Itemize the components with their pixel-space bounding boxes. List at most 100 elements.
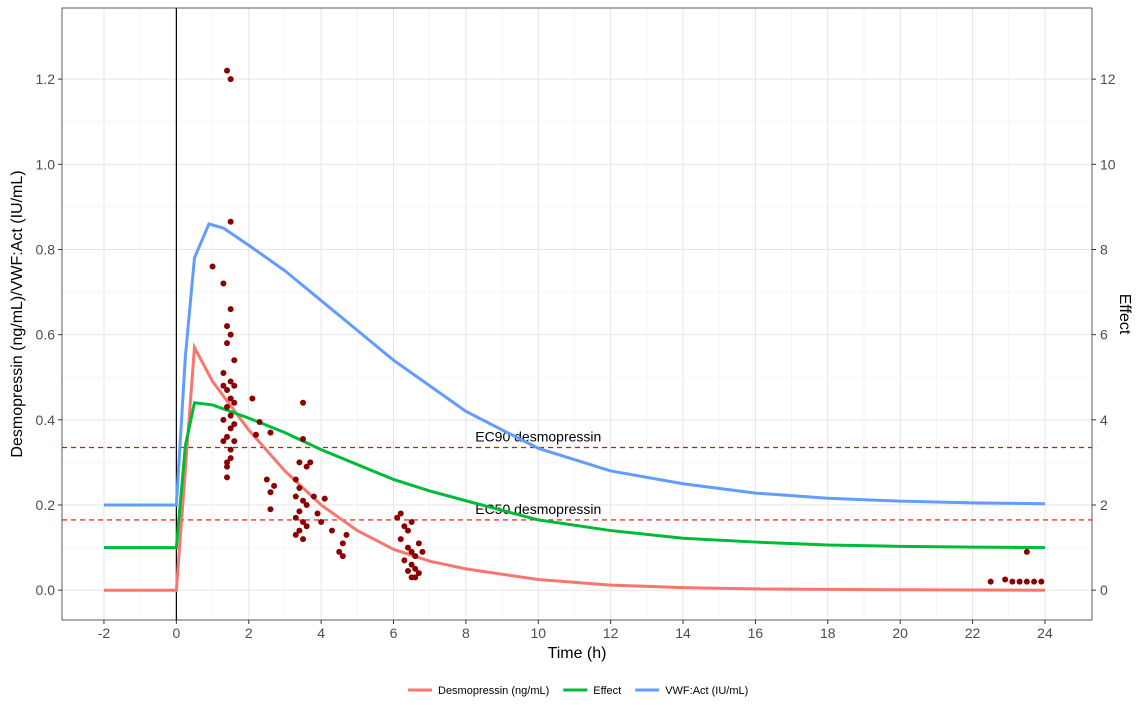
data-point	[404, 527, 411, 534]
data-point	[227, 331, 234, 338]
data-point	[401, 557, 408, 564]
y2-tick-label: 6	[1100, 327, 1108, 343]
data-point	[314, 510, 321, 517]
data-point	[231, 382, 238, 389]
data-point	[224, 387, 231, 394]
data-point	[408, 548, 415, 555]
data-point	[227, 395, 234, 402]
y-tick-label: 0.2	[36, 497, 56, 513]
data-point	[267, 489, 274, 496]
data-point	[300, 536, 307, 543]
x-tick-label: 6	[390, 625, 398, 641]
y2-tick-label: 8	[1100, 241, 1108, 257]
data-point	[394, 514, 401, 521]
data-point	[303, 502, 310, 509]
data-point	[224, 323, 231, 330]
data-point	[252, 431, 259, 438]
data-point	[263, 476, 270, 483]
data-point	[227, 425, 234, 432]
data-point	[224, 404, 231, 411]
legend-label: VWF:Act (IU/mL)	[665, 685, 748, 697]
data-point	[987, 578, 994, 585]
x-tick-label: 22	[965, 625, 981, 641]
data-point	[401, 523, 408, 530]
y2-tick-label: 10	[1100, 156, 1116, 172]
data-point	[292, 514, 299, 521]
data-point	[397, 536, 404, 543]
y2-tick-label: 2	[1100, 497, 1108, 513]
legend-label: Desmopressin (ng/mL)	[438, 685, 549, 697]
data-point	[224, 67, 231, 74]
data-point	[415, 570, 422, 577]
y-tick-label: 0.6	[36, 327, 56, 343]
data-point	[1031, 578, 1038, 585]
data-point	[231, 438, 238, 445]
data-point	[408, 519, 415, 526]
data-point	[227, 412, 234, 419]
x-tick-label: 12	[603, 625, 619, 641]
x-tick-label: 24	[1037, 625, 1053, 641]
y-tick-label: 0.0	[36, 582, 56, 598]
data-point	[249, 395, 256, 402]
data-point	[408, 561, 415, 568]
x-tick-label: 16	[748, 625, 764, 641]
x-tick-label: 8	[462, 625, 470, 641]
data-point	[292, 531, 299, 538]
series-line	[103, 401, 1045, 550]
data-point	[321, 495, 328, 502]
y-tick-label: 0.4	[36, 412, 56, 428]
data-point	[412, 565, 419, 572]
panel-border	[61, 7, 1093, 621]
data-point	[419, 548, 426, 555]
data-point	[318, 519, 325, 526]
data-point	[267, 429, 274, 436]
x-tick-label: -2	[98, 625, 111, 641]
data-point	[220, 416, 227, 423]
data-point	[296, 508, 303, 515]
data-point	[404, 544, 411, 551]
data-point	[296, 527, 303, 534]
x-tick-label: 4	[317, 625, 325, 641]
data-point	[339, 540, 346, 547]
series-line	[103, 342, 1045, 592]
data-point	[1023, 548, 1030, 555]
x-tick-label: 14	[675, 625, 691, 641]
y-tick-label: 0.8	[36, 241, 56, 257]
data-point	[296, 484, 303, 491]
y-axis-label: Desmopressin (ng/mL)/VWF:Act (IU/mL)	[9, 170, 26, 457]
y2-tick-label: 12	[1100, 71, 1116, 87]
data-point	[310, 493, 317, 500]
data-point	[256, 418, 263, 425]
data-point	[328, 527, 335, 534]
data-point	[1038, 578, 1045, 585]
y2-tick-label: 4	[1100, 412, 1108, 428]
data-point	[300, 497, 307, 504]
data-point	[292, 476, 299, 483]
data-point	[227, 455, 234, 462]
y-tick-label: 1.0	[36, 156, 56, 172]
data-point	[296, 459, 303, 466]
data-point	[343, 531, 350, 538]
data-point	[300, 435, 307, 442]
x-tick-label: 10	[530, 625, 546, 641]
data-point	[397, 510, 404, 517]
data-point	[220, 382, 227, 389]
y2-axis-label: Effect	[1116, 294, 1133, 335]
x-axis-label: Time (h)	[548, 645, 607, 662]
data-point	[220, 369, 227, 376]
x-tick-label: 2	[245, 625, 253, 641]
data-point	[224, 340, 231, 347]
x-tick-label: 0	[172, 625, 180, 641]
data-point	[303, 463, 310, 470]
x-tick-label: 20	[892, 625, 908, 641]
data-point	[227, 378, 234, 385]
data-point	[224, 463, 231, 470]
data-point	[271, 482, 278, 489]
data-point	[209, 263, 216, 270]
data-point	[224, 433, 231, 440]
data-point	[1016, 578, 1023, 585]
legend-label: Effect	[593, 685, 621, 697]
data-point	[292, 493, 299, 500]
data-point	[231, 399, 238, 406]
